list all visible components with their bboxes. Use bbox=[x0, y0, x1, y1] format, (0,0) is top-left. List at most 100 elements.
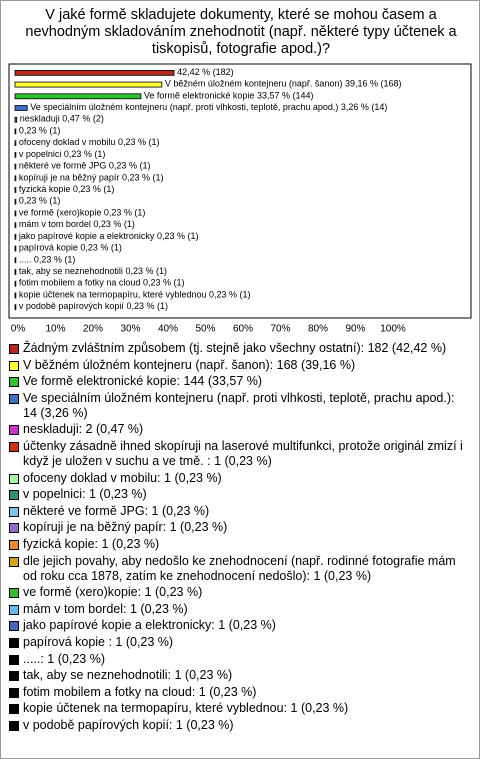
legend-item: mám v tom bordel: 1 (0,23 %) bbox=[9, 602, 465, 617]
category-label: Ve formě elektronické kopie bbox=[144, 91, 255, 101]
value-label: 0,23 % (1) bbox=[64, 149, 106, 159]
legend-label: neskladuji: 2 (0,47 %) bbox=[23, 422, 144, 437]
bar bbox=[14, 163, 17, 170]
bar-label: fotim mobilem a fotky na cloud 0,23 % (1… bbox=[19, 278, 185, 288]
value-label: 0,23 % (1) bbox=[118, 138, 160, 148]
bar-label: kopie účtenek na termopapíru, které vybl… bbox=[19, 290, 251, 300]
chart: 0% 10% 20% 30% 40% 50% 60% 70% 80% 90% 100% 42,42 %… bbox=[8, 63, 472, 335]
category-label: v podobě papírových kopií bbox=[19, 302, 125, 312]
legend-item: ofoceny doklad v mobilu: 1 (0,23 %) bbox=[9, 471, 465, 486]
bar bbox=[14, 233, 17, 240]
bar-label: mám v tom bordel 0,23 % (1) bbox=[19, 220, 135, 230]
bar-label: ofoceny doklad v mobilu 0,23 % (1) bbox=[19, 138, 160, 148]
legend-swatch bbox=[9, 360, 19, 371]
bar-label: papírová kopie 0,23 % (1) bbox=[19, 243, 122, 253]
legend-label: kopie účtenek na termopapíru, které vybl… bbox=[23, 701, 349, 716]
category-label: tak, aby se neznehodnotili bbox=[19, 266, 123, 276]
bar-label: fyzická kopie 0,23 % (1) bbox=[19, 184, 115, 194]
legend-item: tak, aby se neznehodnotili: 1 (0,23 %) bbox=[9, 668, 465, 683]
legend-label: jako papírové kopie a elektronicky: 1 (0… bbox=[23, 618, 276, 633]
legend-label: ve formě (xero)kopie: 1 (0,23 %) bbox=[23, 585, 203, 600]
legend-item: v popelnici: 1 (0,23 %) bbox=[9, 487, 465, 502]
legend-label: v popelnici: 1 (0,23 %) bbox=[23, 487, 147, 502]
value-label: 3,26 % (14) bbox=[341, 102, 388, 112]
legend-label: účtenky zásadně ihned skopíruji na laser… bbox=[23, 438, 463, 468]
legend-item: papírová kopie : 1 (0,23 %) bbox=[9, 635, 465, 650]
bar-label: 0,23 % (1) bbox=[19, 196, 61, 206]
legend-swatch bbox=[9, 704, 19, 715]
bar-label: ..... 0,23 % (1) bbox=[19, 255, 76, 265]
legend-swatch bbox=[9, 654, 19, 665]
category-label: v popelnici bbox=[19, 149, 62, 159]
legend-label: dle jejich povahy, aby nedošlo ke znehod… bbox=[23, 553, 456, 583]
bar bbox=[14, 292, 17, 299]
legend-swatch bbox=[9, 473, 19, 484]
category-label: ve formě (xero)kopie bbox=[19, 208, 102, 218]
bar-label: tak, aby se neznehodnotili 0,23 % (1) bbox=[19, 266, 167, 276]
value-label: 0,23 % (1) bbox=[209, 290, 251, 300]
value-label: 33,57 % (144) bbox=[257, 91, 314, 101]
legend-label: ofoceny doklad v mobilu: 1 (0,23 %) bbox=[23, 470, 222, 485]
legend-item: ve formě (xero)kopie: 1 (0,23 %) bbox=[9, 585, 465, 600]
value-label: 0,23 % (1) bbox=[125, 266, 167, 276]
value-label: 0,23 % (1) bbox=[80, 243, 122, 253]
legend-item: kopíruji je na běžný papír: 1 (0,23 %) bbox=[9, 520, 465, 535]
legend-label: fotim mobilem a fotky na cloud: 1 (0,23 … bbox=[23, 684, 257, 699]
value-label: 39,16 % (168) bbox=[345, 79, 402, 89]
category-label: fotim mobilem a fotky na cloud bbox=[19, 278, 141, 288]
category-label: kopie účtenek na termopapíru, které vybl… bbox=[19, 290, 207, 300]
category-label: neskladuji bbox=[20, 114, 60, 124]
legend-item: některé ve formě JPG: 1 (0,23 %) bbox=[9, 504, 465, 519]
legend-swatch bbox=[9, 506, 19, 517]
bar bbox=[14, 69, 175, 76]
x-tick-label: 10% bbox=[45, 324, 65, 335]
category-label: ..... bbox=[19, 255, 32, 265]
legend-item: Žádným zvláštním způsobem (tj. stejně ja… bbox=[9, 341, 465, 356]
value-label: 0,23 % (1) bbox=[109, 161, 151, 171]
category-label: V běžném úložném kontejneru (např. šanon… bbox=[165, 79, 343, 89]
legend-label: tak, aby se neznehodnotili: 1 (0,23 %) bbox=[23, 668, 233, 683]
bar bbox=[14, 128, 17, 135]
legend-item: fotim mobilem a fotky na cloud: 1 (0,23 … bbox=[9, 685, 465, 700]
legend-swatch bbox=[9, 344, 19, 354]
value-label: 0,23 % (1) bbox=[157, 231, 199, 241]
legend-item: fyzická kopie: 1 (0,23 %) bbox=[9, 537, 465, 552]
legend-swatch bbox=[9, 671, 19, 682]
value-label: 42,42 % (182) bbox=[177, 67, 234, 77]
value-label: 0,23 % (1) bbox=[126, 302, 168, 312]
category-label: papírová kopie bbox=[19, 243, 81, 253]
bar bbox=[14, 304, 17, 311]
category-label: fyzická kopie bbox=[19, 184, 71, 194]
x-tick-label: 90% bbox=[345, 324, 365, 335]
bar-label: 0,23 % (1) bbox=[19, 126, 61, 136]
legend-item: .....: 1 (0,23 %) bbox=[9, 652, 465, 667]
bar bbox=[14, 140, 17, 147]
value-label: 0,23 % (1) bbox=[34, 255, 76, 265]
bar-label: V běžném úložném kontejneru (např. šanon… bbox=[165, 79, 402, 89]
legend-item: kopie účtenek na termopapíru, které vybl… bbox=[9, 701, 465, 716]
x-tick-label: 30% bbox=[120, 324, 140, 335]
legend-label: .....: 1 (0,23 %) bbox=[23, 651, 105, 666]
legend-label: V běžném úložném kontejneru (např. šanon… bbox=[23, 357, 356, 372]
legend-swatch bbox=[9, 687, 19, 698]
bar-label: Ve speciálním úložném kontejneru (např. … bbox=[30, 102, 387, 112]
bar-label: kopíruji je na běžný papír 0,23 % (1) bbox=[19, 173, 164, 183]
bar bbox=[14, 81, 163, 88]
x-tick-label: 100% bbox=[380, 324, 406, 335]
legend-label: mám v tom bordel: 1 (0,23 %) bbox=[23, 601, 188, 616]
bar bbox=[14, 105, 28, 111]
category-label: některé ve formě JPG bbox=[19, 161, 107, 171]
bar-label: některé ve formě JPG 0,23 % (1) bbox=[19, 161, 151, 171]
category-label: kopíruji je na běžný papír bbox=[19, 173, 120, 183]
legend-swatch bbox=[9, 604, 19, 615]
bar-label: v podobě papírových kopií 0,23 % (1) bbox=[19, 302, 168, 312]
legend-swatch bbox=[9, 441, 19, 452]
bar bbox=[14, 151, 17, 158]
value-label: 0,23 % (1) bbox=[143, 278, 185, 288]
bar bbox=[14, 175, 17, 182]
legend-label: Ve formě elektronické kopie: 144 (33,57 … bbox=[23, 374, 263, 389]
legend: Žádným zvláštním způsobem (tj. stejně ja… bbox=[9, 341, 465, 734]
value-label: 0,23 % (1) bbox=[73, 184, 115, 194]
x-tick-label: 50% bbox=[195, 324, 215, 335]
